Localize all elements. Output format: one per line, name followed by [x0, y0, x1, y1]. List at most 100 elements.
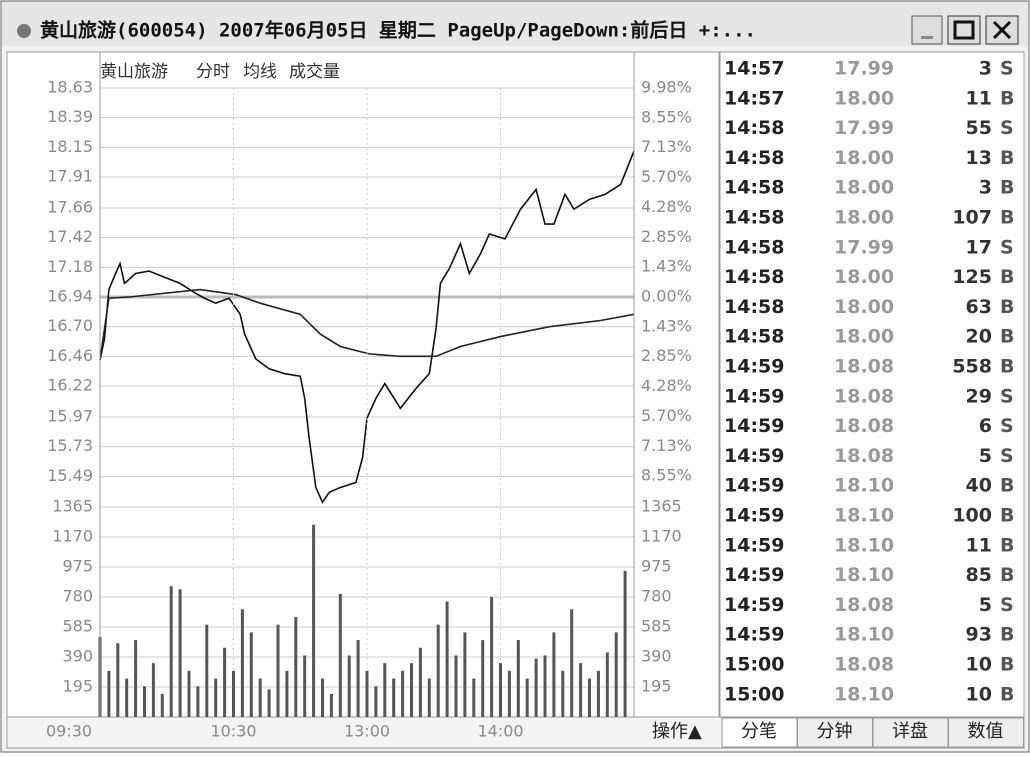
y-tick-label: 16.22 [47, 376, 93, 395]
volume-bar [481, 640, 485, 717]
trade-time: 14:57 [724, 58, 784, 80]
trade-time: 14:59 [724, 624, 784, 646]
volume-bar [125, 678, 129, 717]
legend-entry: 成交量 [289, 62, 340, 82]
trade-time: 14:59 [724, 385, 784, 407]
trade-side: S [1000, 117, 1014, 139]
volume-bar [534, 658, 538, 717]
y2-tick-label: 8.55% [641, 466, 692, 485]
menu-button[interactable]: 操作▲ [652, 721, 702, 742]
legend-entry: 分时 [196, 62, 230, 82]
volume-bar [267, 689, 271, 717]
trade-side: B [1000, 475, 1014, 497]
trade-volume: 5 [979, 594, 992, 616]
trade-price: 18.00 [834, 326, 894, 348]
y2-tick-label: 1365 [641, 497, 682, 516]
trade-price: 17.99 [834, 58, 894, 80]
trade-price: 18.10 [834, 505, 894, 527]
trade-volume: 5 [979, 445, 992, 467]
trade-time: 14:59 [724, 356, 784, 378]
y2-tick-label: 390 [641, 647, 672, 666]
trade-price: 18.10 [834, 564, 894, 586]
trade-price: 18.08 [834, 385, 894, 407]
trade-price: 18.08 [834, 654, 894, 676]
volume-bar [445, 601, 449, 717]
trade-side: B [1000, 356, 1014, 378]
volume-bar [258, 678, 262, 717]
volume-bar [552, 632, 556, 717]
maximize-button[interactable] [947, 15, 981, 45]
tab-label[interactable]: 详盘 [892, 721, 928, 742]
volume-bar [499, 663, 502, 717]
volume-bar [276, 624, 280, 717]
trade-volume: 55 [966, 117, 992, 139]
volume-bar [507, 670, 511, 717]
trade-side: B [1000, 266, 1014, 288]
tab[interactable] [797, 717, 873, 748]
y2-tick-label: 195 [641, 677, 672, 696]
minimize-button[interactable] [911, 15, 943, 45]
volume-bar [605, 652, 609, 717]
volume-bar [249, 632, 253, 717]
volume-bar [410, 663, 413, 717]
trade-price: 18.00 [834, 207, 894, 229]
y2-tick-label: 4.28% [641, 376, 692, 395]
trade-volume: 3 [979, 58, 992, 80]
trade-side: B [1000, 654, 1014, 676]
y-tick-label: 17.66 [47, 197, 93, 216]
y2-tick-label: 9.98% [641, 78, 692, 97]
trade-time: 14:58 [724, 207, 784, 229]
maximize-icon [953, 20, 975, 40]
volume-bar [178, 589, 182, 717]
y2-tick-label: 0.00% [641, 287, 692, 306]
tab[interactable] [948, 717, 1024, 748]
volume-bar [321, 678, 324, 717]
trade-volume: 11 [966, 87, 992, 109]
trade-volume: 10 [966, 654, 992, 676]
trade-time: 14:58 [724, 266, 784, 288]
volume-bar [285, 670, 289, 717]
volume-bar [454, 655, 458, 717]
tab[interactable] [872, 717, 949, 748]
x-tick-label: 10:30 [210, 722, 256, 741]
legend-entry: 均线 [243, 62, 277, 82]
trade-time: 14:58 [724, 326, 784, 348]
trade-side: B [1000, 147, 1014, 169]
trade-price: 18.08 [834, 356, 894, 378]
trade-price: 18.00 [834, 177, 894, 199]
price-line [99, 288, 635, 361]
trade-price: 18.08 [834, 415, 894, 437]
volume-bar [151, 663, 155, 717]
minimize-icon [921, 36, 933, 39]
volume-bar [579, 663, 583, 717]
volume-bar [463, 632, 467, 717]
trade-volume: 10 [966, 683, 992, 705]
trade-price: 17.99 [834, 117, 894, 139]
volume-bar [365, 670, 369, 717]
chart-panel [6, 51, 720, 718]
x-tick-label: 13:00 [344, 722, 390, 741]
volume-bar [383, 663, 387, 717]
trade-volume: 6 [979, 415, 992, 437]
trade-side: S [1000, 445, 1014, 467]
volume-bar [232, 670, 235, 717]
trade-time: 14:58 [724, 177, 784, 199]
y-tick-label: 16.70 [47, 316, 93, 335]
trade-time: 15:00 [724, 654, 784, 676]
volume-bar [107, 670, 111, 717]
tab-label[interactable]: 分钟 [817, 721, 853, 742]
tab-label[interactable]: 数值 [968, 721, 1004, 742]
y-tick-label: 975 [62, 557, 93, 576]
trade-time: 14:58 [724, 117, 784, 139]
volume-bar [596, 670, 600, 717]
volume-bar [436, 624, 440, 717]
trade-volume: 100 [952, 505, 992, 527]
volume-bar [134, 640, 138, 717]
trade-time: 14:59 [724, 415, 784, 437]
tab[interactable] [721, 717, 798, 748]
trade-side: B [1000, 326, 1014, 348]
trade-side: B [1000, 564, 1014, 586]
tab-label[interactable]: 分笔 [741, 721, 777, 742]
y-tick-label: 585 [62, 617, 93, 636]
trade-time: 14:58 [724, 236, 784, 258]
